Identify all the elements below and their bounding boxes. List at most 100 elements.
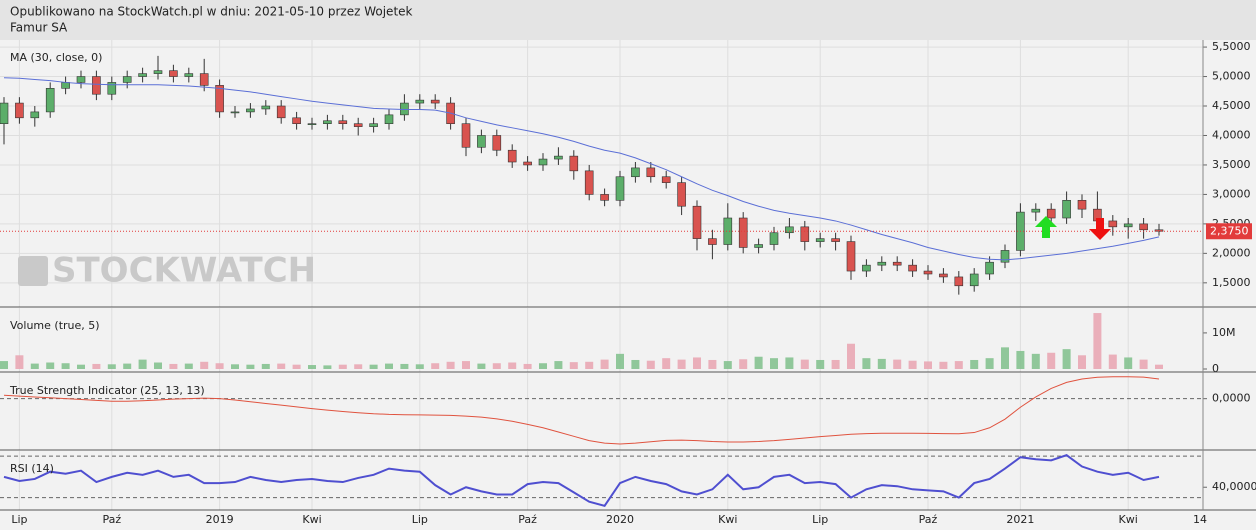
volume-bar xyxy=(369,364,378,370)
volume-bar xyxy=(662,358,671,370)
candle-body xyxy=(184,73,194,77)
candle-body xyxy=(477,135,486,148)
volume-bar xyxy=(246,364,255,370)
candle-body xyxy=(153,70,163,74)
volume-bar xyxy=(631,359,640,370)
volume-bar xyxy=(831,359,840,370)
volume-bar xyxy=(1062,349,1071,370)
volume-bar xyxy=(708,359,717,370)
candle-body xyxy=(1031,208,1041,213)
volume-bar xyxy=(816,359,825,370)
candle-body xyxy=(122,76,132,83)
panel-bg xyxy=(0,373,1203,450)
volume-bar xyxy=(123,363,132,370)
panel-bg xyxy=(0,451,1203,510)
candle-body xyxy=(30,111,40,119)
candle-body xyxy=(353,123,363,127)
volume-bar xyxy=(693,357,701,370)
candle-body xyxy=(584,170,594,195)
candle-body xyxy=(600,194,609,201)
candle-body xyxy=(338,120,348,124)
y-tick-label: 40,0000 xyxy=(1212,480,1256,493)
volume-bar xyxy=(107,364,116,370)
x-tick-label: Kwi xyxy=(302,513,321,526)
candle-body xyxy=(769,232,779,245)
volume-bar xyxy=(739,359,748,370)
candle-body xyxy=(661,176,671,183)
y-tick-label: 0 xyxy=(1212,362,1219,375)
volume-bar xyxy=(261,363,270,370)
sell-signal-arrow xyxy=(1089,218,1111,240)
volume-bar xyxy=(508,362,517,370)
candle-body xyxy=(1077,200,1087,210)
volume-bar xyxy=(754,356,763,370)
volume-bar xyxy=(1047,352,1056,370)
volume-bar xyxy=(800,359,809,370)
candle-body xyxy=(908,264,917,272)
candle-body xyxy=(831,238,840,242)
candle-body xyxy=(45,88,55,113)
volume-bar xyxy=(585,361,594,370)
candle-body xyxy=(199,73,209,86)
volume-bar xyxy=(354,364,363,370)
panel-title: MA (30, close, 0) xyxy=(10,51,102,64)
x-tick-label: Lip xyxy=(812,513,828,526)
volume-bar xyxy=(431,363,440,370)
candle-body xyxy=(369,123,378,127)
y-tick-label: 3,5000 xyxy=(1212,158,1251,171)
candle-body xyxy=(738,217,748,248)
candle-body xyxy=(169,70,178,77)
volume-bar xyxy=(30,363,39,370)
indicator-line xyxy=(3,376,1160,445)
panel-title: RSI (14) xyxy=(10,462,54,475)
x-tick-label: 2019 xyxy=(206,513,234,526)
volume-bar xyxy=(492,363,501,370)
candle-body xyxy=(892,261,902,266)
candle-body xyxy=(785,226,794,234)
volume-bar xyxy=(477,363,486,370)
candle-body xyxy=(846,241,856,272)
volume-bar xyxy=(539,363,547,370)
candle-body xyxy=(92,76,101,95)
x-tick-label: Paź xyxy=(518,513,537,526)
watermark: STOCKWATCH xyxy=(52,251,316,291)
header-line: Famur SA xyxy=(10,21,68,35)
volume-bar xyxy=(46,362,55,370)
volume-bar xyxy=(1155,364,1163,370)
volume-bar xyxy=(277,363,286,370)
x-tick-label: 14 xyxy=(1193,513,1207,526)
watermark-icon xyxy=(18,256,48,286)
x-tick-label: Paź xyxy=(919,513,938,526)
volume-bar xyxy=(323,365,332,370)
candle-body xyxy=(246,108,255,113)
volume-bar xyxy=(862,358,871,370)
y-tick-label: 1,5000 xyxy=(1212,276,1251,289)
volume-bar xyxy=(308,365,316,370)
header-line: Opublikowano na StockWatch.pl w dniu: 20… xyxy=(10,5,413,19)
indicator-line xyxy=(3,454,1160,508)
candle-body xyxy=(615,176,625,201)
candle-body xyxy=(646,167,656,178)
volume-bar xyxy=(169,363,178,370)
candle-body xyxy=(61,82,70,89)
candle-body xyxy=(523,161,532,166)
y-tick-label: 2,0000 xyxy=(1212,246,1251,259)
volume-bar xyxy=(954,361,963,370)
y-tick-label: 3,0000 xyxy=(1212,187,1251,200)
volume-bar xyxy=(1078,355,1086,370)
candle-body xyxy=(754,244,763,248)
last-price-label: 2,3750 xyxy=(1210,224,1249,237)
candle-body xyxy=(923,270,933,275)
volume-bar xyxy=(939,361,948,370)
candle-body xyxy=(538,158,548,166)
volume-bar xyxy=(1031,353,1040,370)
candle-body xyxy=(276,105,286,119)
candle-body xyxy=(76,76,86,83)
candle-body xyxy=(985,261,994,275)
candle-body xyxy=(862,264,871,272)
y-tick-label: 4,5000 xyxy=(1212,99,1251,112)
buy-signal-arrow xyxy=(1035,216,1057,238)
x-tick-label: 2020 xyxy=(606,513,634,526)
candle-body xyxy=(677,182,686,207)
